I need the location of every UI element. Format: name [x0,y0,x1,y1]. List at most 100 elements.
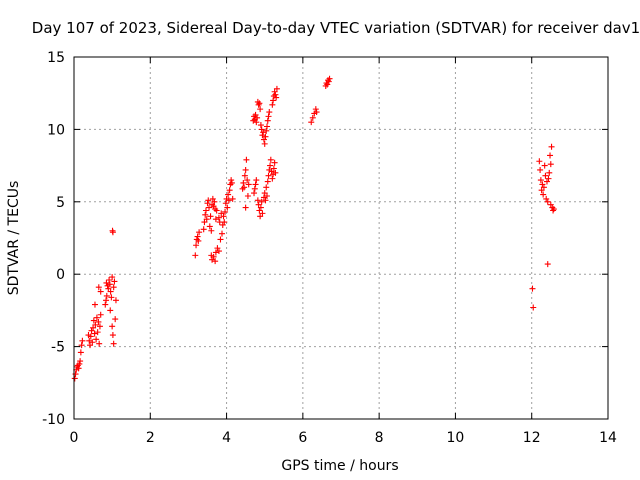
data-point [224,204,231,211]
data-point [102,301,109,308]
data-point [262,197,269,204]
data-point [207,213,214,220]
data-point [112,316,119,323]
data-point [543,178,550,185]
x-tick-label: 4 [222,430,231,446]
data-point [91,330,98,337]
y-tick-label: -10 [42,412,65,428]
data-point [109,274,116,281]
data-point [97,311,104,318]
data-point [549,204,556,211]
data-point [111,278,118,285]
data-point [547,201,554,208]
data-point [217,236,224,243]
data-point [547,161,554,168]
data-point [254,114,261,121]
data-point [78,342,85,349]
data-point [212,206,219,213]
data-point [229,195,236,202]
x-tick-label: 8 [375,430,384,446]
data-point [88,327,95,334]
data-point [258,126,265,133]
data-point [202,211,209,218]
data-point [256,100,263,107]
x-axis-label: GPS time / hours [281,458,398,474]
data-point [218,210,225,217]
y-tick-label: 15 [47,50,65,66]
data-point [550,206,557,213]
data-point [325,77,332,84]
data-point [272,91,279,98]
data-point [242,166,249,173]
data-point [195,237,202,244]
data-point [267,162,274,169]
data-point [253,119,260,126]
data-point [95,318,102,325]
data-point [241,172,248,179]
data-point [225,191,232,198]
data-point [72,371,79,378]
data-point [259,210,266,217]
data-point [208,227,215,234]
data-point [110,340,117,347]
data-point [239,185,246,192]
data-point [218,230,225,237]
data-point [258,198,265,205]
data-point [93,336,100,343]
data-point [312,106,319,113]
data-point [96,323,103,330]
x-tick-label: 0 [70,430,79,446]
data-point [106,276,113,283]
data-point [263,184,270,191]
data-point [240,179,247,186]
data-point [267,156,274,163]
data-point [548,143,555,150]
y-tick-label: 5 [56,195,65,211]
data-point [273,85,280,92]
x-tick-label: 14 [599,430,617,446]
data-point [265,172,272,179]
data-point [264,123,271,130]
x-tick-label: 12 [523,430,541,446]
data-point [75,365,82,372]
data-point [71,375,78,382]
data-point [206,204,213,211]
data-point [216,219,223,226]
x-tick-label: 6 [298,430,307,446]
y-tick-label: 0 [56,267,65,283]
data-point [325,78,332,85]
data-point [108,294,115,301]
data-point [241,184,248,191]
data-point [265,113,272,120]
data-point [202,207,209,214]
data-point [226,187,233,194]
data-point [212,216,219,223]
data-point [203,216,210,223]
data-point [550,207,557,214]
data-point [257,122,264,129]
data-point [544,198,551,205]
data-point [225,197,232,204]
data-point [322,82,329,89]
data-point [109,229,116,236]
data-point [245,181,252,188]
data-point [251,185,258,192]
data-point [252,181,259,188]
data-point [196,229,203,236]
data-point [103,297,110,304]
data-point [89,339,96,346]
data-point [91,301,98,308]
data-point [212,258,219,265]
data-point [537,177,544,184]
data-point [547,152,554,159]
data-point [110,284,117,291]
data-point [97,288,104,295]
data-point [76,360,83,367]
data-points [71,75,557,382]
data-point [269,175,276,182]
data-point [251,190,258,197]
data-point [544,261,551,268]
data-point [95,284,102,291]
data-point [193,236,200,243]
